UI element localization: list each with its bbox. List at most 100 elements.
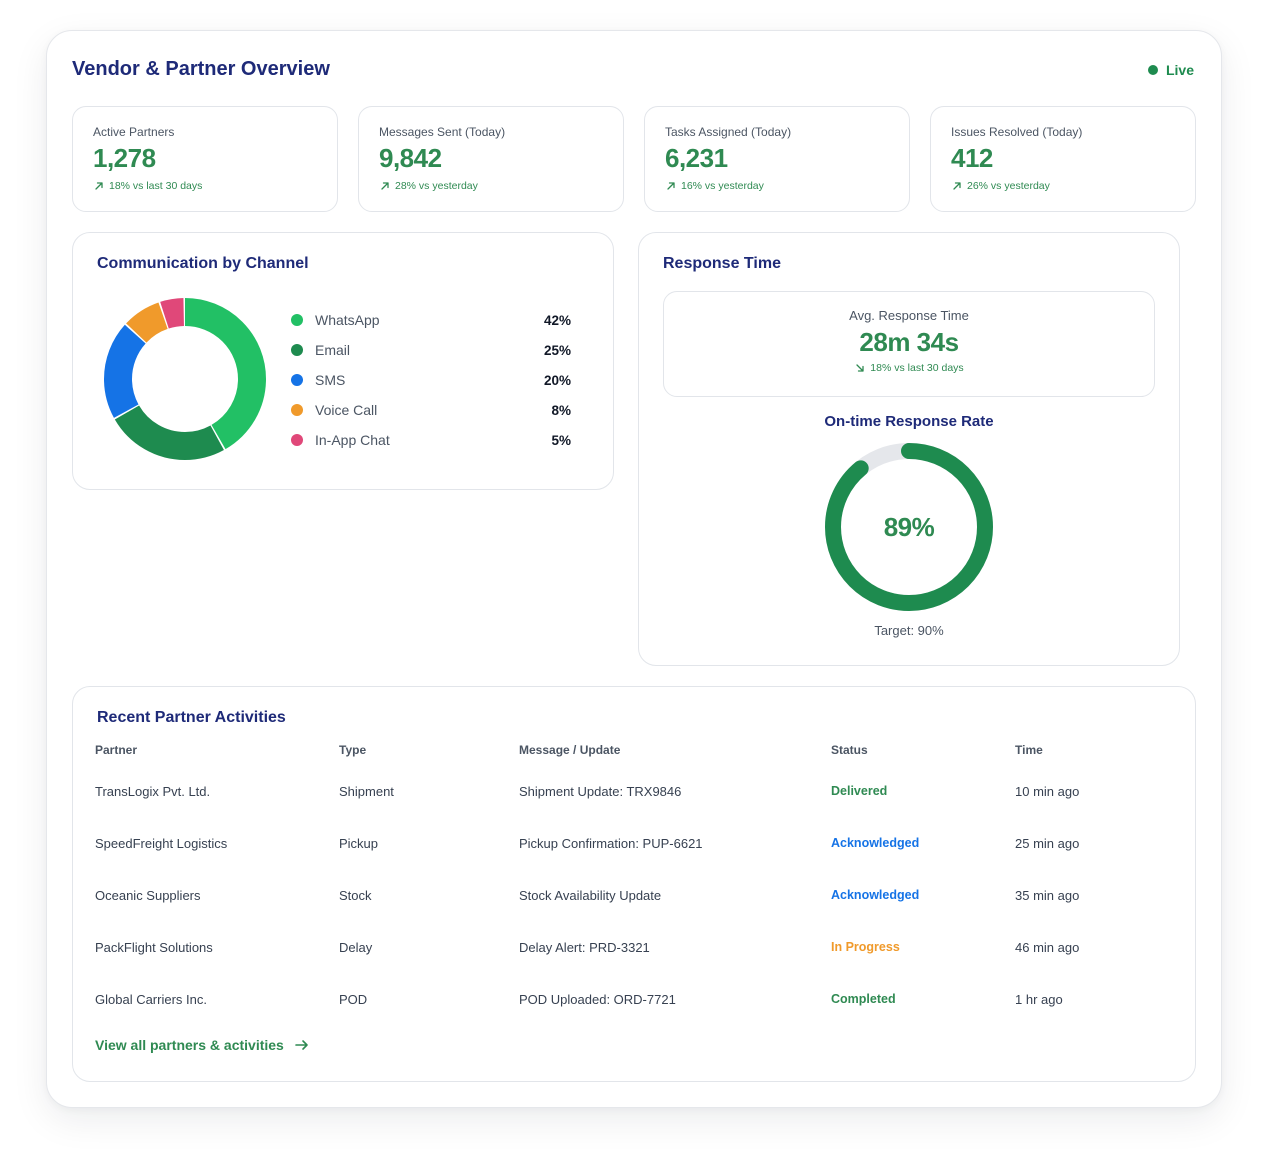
- stat-label: Active Partners: [93, 125, 175, 139]
- legend-value: 8%: [551, 402, 571, 418]
- cell-status: In Progress: [831, 940, 900, 954]
- arrow-up-right-icon: [953, 182, 961, 190]
- view-all-label: View all partners & activities: [95, 1037, 284, 1053]
- donut-slice-sms: [104, 298, 266, 460]
- donut-slice-email: [104, 298, 266, 460]
- column-header-time: Time: [1015, 743, 1043, 757]
- stat-value: 9,842: [379, 143, 442, 173]
- live-indicator: Live: [1147, 62, 1194, 78]
- channel-donut-chart: [104, 298, 266, 460]
- cell-type: Shipment: [339, 783, 394, 799]
- legend-item-email: Email 25%: [291, 335, 571, 365]
- cell-type: Pickup: [339, 835, 379, 851]
- legend-item-in-app-chat: In-App Chat 5%: [291, 425, 571, 455]
- arrow-right-icon: [295, 1040, 308, 1050]
- cell-message: Shipment Update: TRX9846: [519, 783, 682, 799]
- cell-message: Pickup Confirmation: PUP-6621: [519, 835, 703, 851]
- legend-value: 20%: [543, 372, 571, 388]
- stat-card-active-partners: Active Partners 1,278 18% vs last 30 day…: [72, 106, 338, 212]
- legend-dot-icon: [291, 344, 303, 356]
- legend-label: Voice Call: [315, 402, 378, 418]
- table-row[interactable]: Oceanic Suppliers Stock Stock Availabili…: [95, 869, 1175, 921]
- stat-card-issues-resolved: Issues Resolved (Today) 412 26% vs yeste…: [930, 106, 1196, 212]
- cell-time: 35 min ago: [1015, 887, 1080, 903]
- on-time-rate-value: 89%: [883, 511, 935, 542]
- legend-value: 5%: [551, 432, 571, 448]
- legend-label: In-App Chat: [315, 432, 390, 448]
- stat-delta: 26% vs yesterday: [951, 180, 1175, 192]
- column-header-partner: Partner: [95, 743, 138, 757]
- legend-label: WhatsApp: [315, 312, 380, 328]
- avg-response-label: Avg. Response Time: [849, 308, 969, 323]
- stat-card-messages-sent: Messages Sent (Today) 9,842 28% vs yeste…: [358, 106, 624, 212]
- legend-label: Email: [315, 342, 351, 358]
- stat-value: 1,278: [93, 143, 156, 173]
- cell-status: Acknowledged: [831, 888, 920, 902]
- avg-response-delta: 18% vs last 30 days: [854, 362, 964, 374]
- activities-panel-title: Recent Partner Activities: [97, 709, 286, 726]
- table-header-row: Partner Type Message / Update Status Tim…: [95, 743, 1175, 765]
- cell-message: POD Uploaded: ORD-7721: [519, 991, 676, 1007]
- table-row[interactable]: SpeedFreight Logistics Pickup Pickup Con…: [95, 817, 1175, 869]
- stat-delta-text: 26% vs yesterday: [967, 180, 1050, 192]
- live-label: Live: [1165, 62, 1194, 78]
- live-dot-icon: [1147, 65, 1158, 75]
- legend-dot-icon: [291, 374, 303, 386]
- avg-response-value: 28m 34s: [859, 327, 959, 357]
- column-header-status: Status: [831, 743, 868, 757]
- rate-ring-fill: [825, 443, 993, 611]
- arrow-up-right-icon: [95, 182, 103, 190]
- on-time-rate-target: Target: 90%: [874, 623, 944, 638]
- channel-legend: WhatsApp 42% Email 25% SMS 20% Voice Cal…: [291, 305, 571, 455]
- stat-label: Issues Resolved (Today): [951, 125, 1083, 139]
- legend-dot-icon: [291, 404, 303, 416]
- legend-value: 42%: [543, 312, 571, 328]
- view-all-link[interactable]: View all partners & activities: [95, 1037, 310, 1053]
- cell-time: 25 min ago: [1015, 835, 1080, 851]
- donut-slice-whatsapp: [104, 298, 266, 460]
- stat-delta-text: 18% vs last 30 days: [109, 180, 203, 192]
- activities-panel: Recent Partner Activities Partner Type M…: [72, 686, 1196, 1082]
- page-title: Vendor & Partner Overview: [72, 58, 330, 80]
- table-row[interactable]: Global Carriers Inc. POD POD Uploaded: O…: [95, 973, 1175, 1025]
- cell-type: POD: [339, 991, 368, 1007]
- avg-response-delta-text: 18% vs last 30 days: [870, 362, 964, 374]
- legend-item-sms: SMS 20%: [291, 365, 571, 395]
- cell-type: Stock: [339, 887, 372, 903]
- cell-status: Completed: [831, 992, 896, 1006]
- cell-message: Delay Alert: PRD-3321: [519, 939, 650, 955]
- stat-delta-text: 16% vs yesterday: [681, 180, 764, 192]
- cell-time: 1 hr ago: [1015, 991, 1063, 1007]
- cell-time: 46 min ago: [1015, 939, 1080, 955]
- legend-dot-icon: [291, 314, 303, 326]
- cell-partner: TransLogix Pvt. Ltd.: [95, 783, 211, 799]
- channel-panel: Communication by Channel WhatsApp 42% Em…: [72, 232, 614, 490]
- stat-value: 412: [951, 143, 993, 173]
- cell-partner: Oceanic Suppliers: [95, 887, 201, 903]
- table-row[interactable]: TransLogix Pvt. Ltd. Shipment Shipment U…: [95, 765, 1175, 817]
- stat-card-tasks-assigned: Tasks Assigned (Today) 6,231 16% vs yest…: [644, 106, 910, 212]
- on-time-rate-ring: [825, 443, 993, 611]
- cell-type: Delay: [339, 939, 373, 955]
- on-time-rate-title: On-time Response Rate: [824, 413, 994, 430]
- cell-status: Delivered: [831, 784, 888, 798]
- cell-partner: Global Carriers Inc.: [95, 991, 207, 1007]
- stat-delta: 16% vs yesterday: [665, 180, 889, 192]
- arrow-up-right-icon: [381, 182, 389, 190]
- stat-delta-text: 28% vs yesterday: [395, 180, 478, 192]
- cell-message: Stock Availability Update: [519, 887, 662, 903]
- stat-delta: 28% vs yesterday: [379, 180, 603, 192]
- table-row[interactable]: PackFlight Solutions Delay Delay Alert: …: [95, 921, 1175, 973]
- avg-response-box: Avg. Response Time 28m 34s 18% vs last 3…: [663, 291, 1155, 397]
- legend-item-voice-call: Voice Call 8%: [291, 395, 571, 425]
- response-panel: Response Time Avg. Response Time 28m 34s…: [638, 232, 1180, 666]
- stat-label: Tasks Assigned (Today): [665, 125, 792, 139]
- cell-time: 10 min ago: [1015, 783, 1080, 799]
- stat-label: Messages Sent (Today): [379, 125, 506, 139]
- column-header-message: Message / Update: [519, 743, 621, 757]
- stat-delta: 18% vs last 30 days: [93, 180, 317, 192]
- stat-value: 6,231: [665, 143, 728, 173]
- cell-partner: PackFlight Solutions: [95, 939, 213, 955]
- channel-panel-title: Communication by Channel: [97, 255, 309, 272]
- legend-value: 25%: [543, 342, 571, 358]
